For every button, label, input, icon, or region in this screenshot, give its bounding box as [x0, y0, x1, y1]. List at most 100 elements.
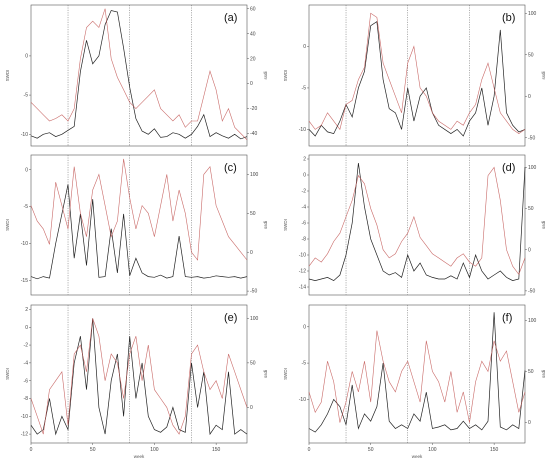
x-axis-label: week	[134, 454, 145, 459]
x-tick-label: 150	[212, 447, 221, 453]
right-axis-label: ssdi	[263, 71, 268, 79]
left-tick-label: -2	[302, 189, 307, 195]
right-tick-label: 100	[528, 11, 537, 17]
right-tick-label: -50	[528, 288, 535, 294]
right-tick-label: 0	[250, 81, 253, 87]
x-tick-label: 100	[150, 447, 159, 453]
left-tick-label: 2	[25, 307, 28, 313]
panel-label: (b)	[502, 12, 515, 24]
left-tick-label: 2	[303, 157, 306, 163]
left-tick-label: -4	[24, 360, 29, 366]
left-tick-label: -5	[302, 86, 307, 92]
x-tick-label: 100	[428, 447, 437, 453]
panel-label: (e)	[224, 312, 237, 324]
right-tick-label: -50	[528, 135, 535, 141]
left-tick-label: -10	[21, 241, 28, 247]
series-line-black	[30, 318, 248, 436]
left-tick-label: -12	[299, 269, 306, 275]
panel-frame	[30, 304, 248, 444]
right-tick-label: 100	[528, 318, 537, 324]
left-tick-label: -12	[21, 432, 28, 438]
left-tick-label: 0	[303, 44, 306, 50]
left-tick-label: 0	[25, 325, 28, 331]
right-tick-label: 100	[528, 165, 537, 171]
panel-frame	[308, 154, 526, 296]
left-axis-label: SWDI	[5, 368, 10, 380]
left-axis-label: SWDI	[283, 70, 288, 82]
x-tick-label: 0	[30, 447, 33, 453]
right-tick-label: 100	[250, 172, 259, 178]
series-line-red	[308, 166, 526, 276]
right-tick-label: 50	[250, 211, 256, 217]
left-axis-label: SWDI	[5, 219, 10, 231]
right-tick-label: 20	[250, 56, 256, 62]
left-tick-label: 0	[303, 324, 306, 330]
right-axis-label: ssdi	[541, 221, 546, 229]
left-tick-label: -10	[299, 127, 306, 133]
x-tick-label: 50	[368, 447, 374, 453]
left-tick-label: -4	[302, 205, 307, 211]
right-tick-label: 0	[528, 420, 531, 426]
left-tick-label: 0	[25, 167, 28, 173]
right-tick-label: 0	[528, 94, 531, 100]
panel-6: -10 -5 0 0 50 100 SWDI ssdi (f) 0 50 100 150 week	[283, 304, 546, 459]
series-line-red	[308, 330, 526, 423]
panel-label: (a)	[224, 12, 237, 24]
right-tick-label: 60	[250, 6, 256, 12]
left-tick-label: -14	[299, 285, 306, 291]
series-line-black	[308, 312, 526, 433]
right-tick-label: 50	[528, 369, 534, 375]
left-tick-label: -5	[24, 93, 29, 99]
right-tick-label: -20	[250, 106, 257, 112]
left-tick-label: -10	[299, 397, 306, 403]
right-tick-label: 50	[528, 206, 534, 212]
right-axis-label: ssdi	[541, 71, 546, 79]
series-line-red	[308, 12, 526, 134]
right-tick-label: 50	[250, 360, 256, 366]
right-tick-label: -40	[250, 131, 257, 137]
left-tick-label: -5	[302, 361, 307, 367]
right-tick-label: 50	[528, 52, 534, 58]
right-axis-label: ssdi	[263, 221, 268, 229]
left-axis-label: SWDI	[283, 219, 288, 231]
panel-5: -12 -10 -8 -6 -4 -2 0 2 0 50 100 SWDI ssdi (e) 0 50 100 1…	[5, 304, 268, 459]
left-tick-label: 0	[25, 54, 28, 60]
left-axis-label: SWDI	[5, 70, 10, 82]
x-tick-label: 50	[90, 447, 96, 453]
series-line-black	[308, 162, 526, 282]
panel-label: (c)	[224, 162, 237, 174]
left-tick-label: 0	[303, 173, 306, 179]
x-tick-label: 0	[308, 447, 311, 453]
left-tick-label: -6	[302, 221, 307, 227]
left-tick-label: -2	[24, 343, 29, 349]
panel-label: (d)	[502, 162, 515, 174]
panel-1: -10 -5 0 -40 -20 0 20 40 60 SWDI ssdi (a)	[5, 4, 268, 147]
panel-frame	[30, 154, 248, 296]
right-tick-label: -50	[250, 289, 257, 295]
right-tick-label: 0	[250, 250, 253, 256]
panel-frame	[308, 304, 526, 444]
left-tick-label: -5	[24, 204, 29, 210]
panel-4: -14 -12 -10 -8 -6 -4 -2 0 2 -50 0 50 100 SWDI ssdi (d)	[283, 154, 546, 296]
left-tick-label: -6	[24, 378, 29, 384]
x-axis-label: week	[412, 454, 423, 459]
series-line-red	[30, 8, 248, 141]
left-tick-label: -15	[21, 278, 28, 284]
panel-frame	[308, 4, 526, 147]
left-tick-label: -8	[302, 237, 307, 243]
series-line-black	[30, 184, 248, 280]
right-tick-label: 0	[528, 247, 531, 253]
panel-frame	[30, 4, 248, 147]
series-line-black	[308, 20, 526, 137]
series-line-red	[30, 158, 248, 261]
series-line-black	[30, 10, 248, 140]
left-tick-label: -8	[24, 396, 29, 402]
left-axis-label: SWDI	[283, 368, 288, 380]
series-line-red	[30, 318, 248, 435]
right-tick-label: 100	[250, 316, 259, 322]
right-axis-label: ssdi	[541, 370, 546, 378]
right-axis-label: ssdi	[263, 370, 268, 378]
